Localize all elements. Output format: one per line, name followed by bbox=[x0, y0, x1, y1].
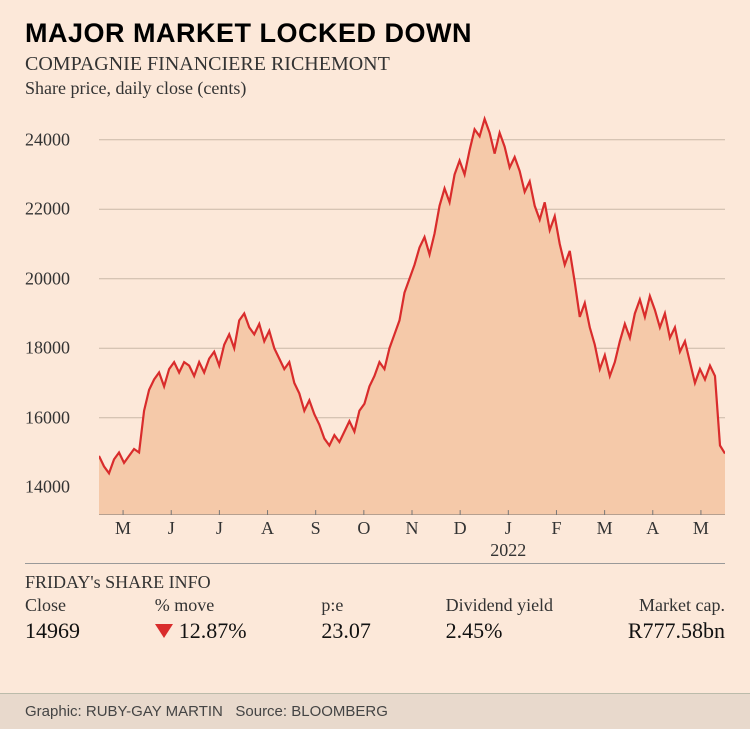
x-tick-label: S bbox=[311, 518, 321, 539]
move-value: 12.87% bbox=[179, 618, 247, 644]
x-tick-label: N bbox=[406, 518, 419, 539]
move-col: % move 12.87% bbox=[155, 595, 247, 644]
x-tick-label: F bbox=[551, 518, 561, 539]
graphic-value: RUBY-GAY MARTIN bbox=[86, 703, 223, 720]
move-value-wrap: 12.87% bbox=[155, 618, 247, 644]
x-tick-label: D bbox=[454, 518, 467, 539]
x-tick-label: M bbox=[597, 518, 613, 539]
pe-col: p:e 23.07 bbox=[321, 595, 371, 644]
div-col: Dividend yield 2.45% bbox=[446, 595, 553, 644]
div-value: 2.45% bbox=[446, 618, 503, 644]
x-tick-label: O bbox=[357, 518, 370, 539]
chart-area: 14000 16000 18000 20000 22000 24000 M J J A S O N D J F… bbox=[25, 105, 725, 553]
y-tick-label: 14000 bbox=[25, 477, 70, 498]
chart-subtitle: COMPAGNIE FINANCIERE RICHEMONT bbox=[25, 53, 725, 76]
graphic-label: Graphic: bbox=[25, 703, 82, 720]
y-tick-label: 18000 bbox=[25, 338, 70, 359]
divider-line bbox=[25, 563, 725, 564]
footer-credits: Graphic: RUBY-GAY MARTIN Source: BLOOMBE… bbox=[0, 693, 750, 729]
x-tick-label: J bbox=[216, 518, 223, 539]
source-value: BLOOMBERG bbox=[291, 703, 388, 720]
y-tick-label: 24000 bbox=[25, 129, 70, 150]
mcap-col: Market cap. R777.58bn bbox=[628, 595, 725, 644]
x-year-label: 2022 bbox=[490, 540, 526, 561]
chart-title: MAJOR MARKET LOCKED DOWN bbox=[25, 18, 725, 49]
mcap-value: R777.58bn bbox=[628, 618, 725, 644]
close-label: Close bbox=[25, 595, 66, 616]
y-tick-label: 20000 bbox=[25, 268, 70, 289]
plot-area bbox=[99, 105, 725, 515]
x-tick-label: A bbox=[646, 518, 659, 539]
share-info-header: FRIDAY's SHARE INFO bbox=[25, 572, 725, 593]
x-tick-label: M bbox=[693, 518, 709, 539]
x-tick-label: J bbox=[168, 518, 175, 539]
close-col: Close 14969 bbox=[25, 595, 80, 644]
y-tick-label: 16000 bbox=[25, 407, 70, 428]
y-axis-label: Share price, daily close (cents) bbox=[25, 78, 725, 99]
pe-value: 23.07 bbox=[321, 618, 371, 644]
close-value: 14969 bbox=[25, 618, 80, 644]
chart-card: MAJOR MARKET LOCKED DOWN COMPAGNIE FINAN… bbox=[0, 0, 750, 644]
x-tick-label: M bbox=[115, 518, 131, 539]
x-tick-label: J bbox=[505, 518, 512, 539]
x-tick-label: A bbox=[261, 518, 274, 539]
div-label: Dividend yield bbox=[446, 595, 553, 616]
price-line-chart bbox=[99, 105, 725, 515]
source-label: Source: bbox=[235, 703, 287, 720]
move-label: % move bbox=[155, 595, 214, 616]
mcap-label: Market cap. bbox=[639, 595, 725, 616]
y-tick-label: 22000 bbox=[25, 199, 70, 220]
share-info-row: Close 14969 % move 12.87% p:e 23.07 Divi… bbox=[25, 595, 725, 644]
pe-label: p:e bbox=[321, 595, 343, 616]
down-arrow-icon bbox=[155, 624, 173, 638]
